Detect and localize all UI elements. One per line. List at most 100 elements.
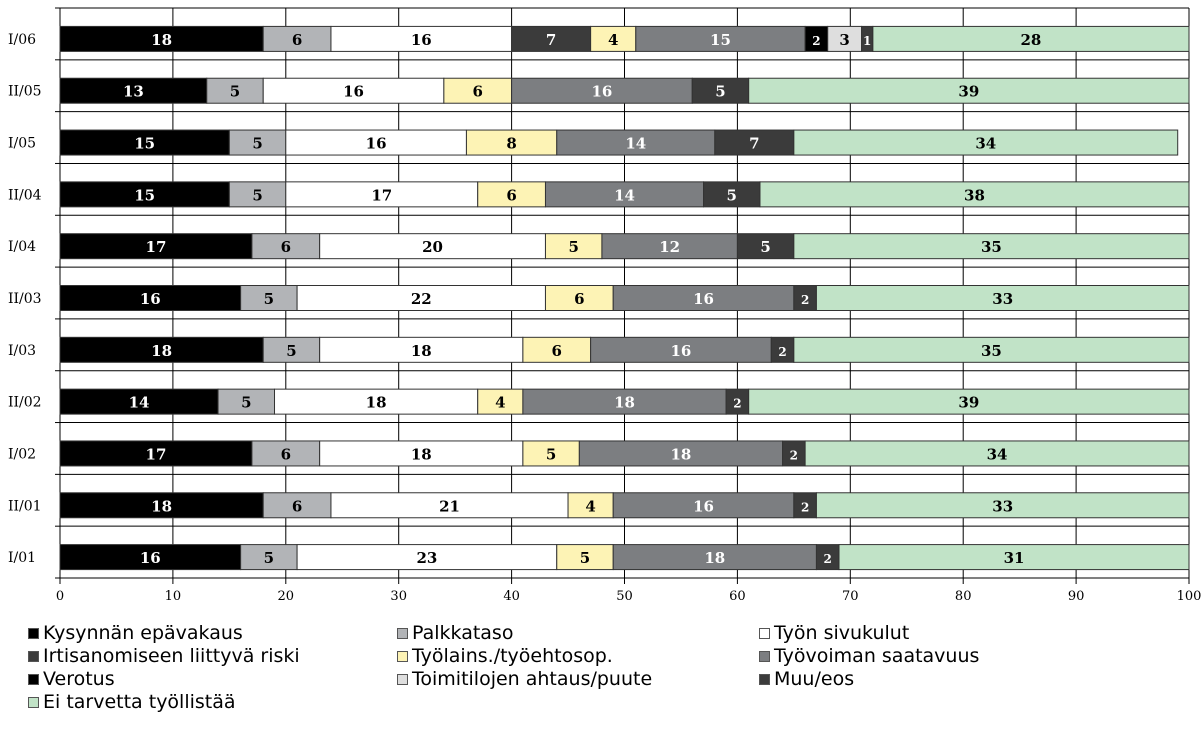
data-label: 7 <box>546 31 556 49</box>
data-label: 15 <box>134 135 155 153</box>
bar-segment <box>544 233 603 260</box>
bar-segment <box>612 285 795 311</box>
data-label: 4 <box>495 394 505 412</box>
bar-segment <box>285 181 479 208</box>
data-label: 2 <box>824 552 832 566</box>
bar-segment <box>793 129 1179 156</box>
data-label: 16 <box>140 290 161 308</box>
bar-segment <box>748 77 1190 104</box>
x-tick-label: 0 <box>56 589 64 604</box>
legend-item-palkkataso: Palkkataso <box>397 622 513 644</box>
x-tick-label: 30 <box>390 589 407 604</box>
bar-segment <box>262 336 321 363</box>
legend-swatch <box>759 674 770 685</box>
bar-segment <box>296 544 558 571</box>
data-label: 2 <box>812 34 820 48</box>
x-tick-label: 50 <box>616 589 633 604</box>
x-tick-label: 80 <box>955 589 972 604</box>
data-label: 18 <box>366 394 387 412</box>
bar-segment <box>59 233 253 260</box>
data-label: 3 <box>839 31 849 49</box>
data-label: 38 <box>964 186 985 204</box>
bar-segment <box>759 181 1190 208</box>
x-tick-label: 70 <box>842 589 859 604</box>
y-tick-label: II/04 <box>8 187 42 203</box>
bar-segment <box>228 181 287 208</box>
bar-segment <box>793 336 1190 363</box>
data-label: 17 <box>371 186 392 204</box>
data-label: 6 <box>574 290 584 308</box>
data-label: 33 <box>992 497 1013 515</box>
bar-segment <box>59 77 208 104</box>
bar-segment <box>330 492 569 519</box>
legend-label: Palkkataso <box>412 622 514 644</box>
legend-swatch <box>759 628 770 639</box>
data-label: 22 <box>411 290 432 308</box>
data-label: 34 <box>975 135 996 153</box>
bar-segment <box>319 233 546 260</box>
data-label: 18 <box>411 342 432 360</box>
bar-segment <box>59 544 242 571</box>
x-tick-label: 100 <box>1177 589 1202 604</box>
data-label: 5 <box>580 549 590 567</box>
y-tick-label: I/03 <box>8 343 36 359</box>
data-label: 1 <box>863 34 871 48</box>
data-label: 18 <box>614 394 635 412</box>
legend-label: Toimitilojen ahtaus/puute <box>412 668 653 690</box>
x-tick-label: 40 <box>503 589 520 604</box>
data-label: 5 <box>715 83 725 101</box>
bar-segment <box>59 129 230 156</box>
bar-segment <box>59 181 230 208</box>
x-tick-label: 60 <box>729 589 746 604</box>
x-tick-label: 20 <box>278 589 295 604</box>
y-tick-label: I/06 <box>8 32 36 48</box>
data-label: 16 <box>693 290 714 308</box>
data-label: 18 <box>671 445 692 463</box>
legend-item-kysynnan-epavakaus: Kysynnän epävakaus <box>28 622 243 644</box>
data-label: 2 <box>733 397 741 411</box>
bar-segment <box>511 77 693 104</box>
bar-segment <box>285 129 467 156</box>
legend-item-tyon-sivukulut: Työn sivukulut <box>759 622 909 644</box>
bar-segment <box>206 77 264 104</box>
data-label: 4 <box>608 31 618 49</box>
bar-segment <box>262 77 445 104</box>
data-label: 6 <box>281 445 291 463</box>
bar-segment <box>319 440 524 467</box>
legend-swatch <box>397 628 408 639</box>
y-tick-label: II/01 <box>8 498 42 514</box>
data-label: 18 <box>151 342 172 360</box>
data-label: 15 <box>134 186 155 204</box>
data-label: 21 <box>439 497 460 515</box>
bar-segment <box>228 129 287 156</box>
y-tick-label: I/01 <box>8 550 36 566</box>
bar-segment <box>827 25 863 52</box>
legend-swatch <box>28 628 39 639</box>
data-label: 5 <box>546 445 556 463</box>
data-label: 13 <box>123 83 144 101</box>
data-label: 33 <box>992 290 1013 308</box>
bar-segment <box>872 25 1190 52</box>
legend-swatch <box>759 651 770 662</box>
bar-segment <box>612 544 817 571</box>
bar-segment <box>691 77 750 104</box>
bar-segment <box>601 233 738 260</box>
bar-segment <box>556 544 614 571</box>
data-label: 4 <box>585 497 595 515</box>
data-label: 5 <box>252 135 262 153</box>
data-label: 16 <box>671 342 692 360</box>
legend-label: Työn sivukulut <box>774 622 910 644</box>
bar-segment <box>511 25 592 52</box>
bar-segment <box>748 388 1190 415</box>
data-label: 5 <box>727 186 737 204</box>
x-tick-label: 90 <box>1068 589 1085 604</box>
data-label: 2 <box>778 345 786 359</box>
legend-swatch <box>397 651 408 662</box>
legend-item-tyolains-tyoehtosop: Työlains./työehtosop. <box>397 645 613 667</box>
bar-segment <box>262 25 332 52</box>
data-label: 5 <box>286 342 296 360</box>
data-label: 14 <box>614 186 635 204</box>
y-tick-label: II/05 <box>8 84 42 100</box>
bar-segment <box>815 492 1190 519</box>
